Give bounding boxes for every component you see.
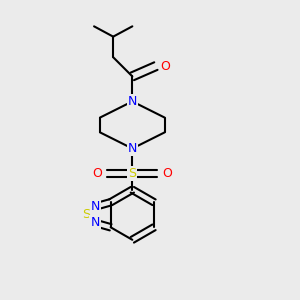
Text: O: O — [160, 60, 170, 73]
Text: N: N — [90, 216, 100, 230]
Text: S: S — [82, 208, 91, 221]
Text: O: O — [92, 167, 102, 180]
Text: O: O — [163, 167, 172, 180]
Text: N: N — [128, 95, 137, 108]
Text: N: N — [90, 200, 100, 213]
Text: S: S — [128, 167, 136, 180]
Text: N: N — [128, 142, 137, 155]
